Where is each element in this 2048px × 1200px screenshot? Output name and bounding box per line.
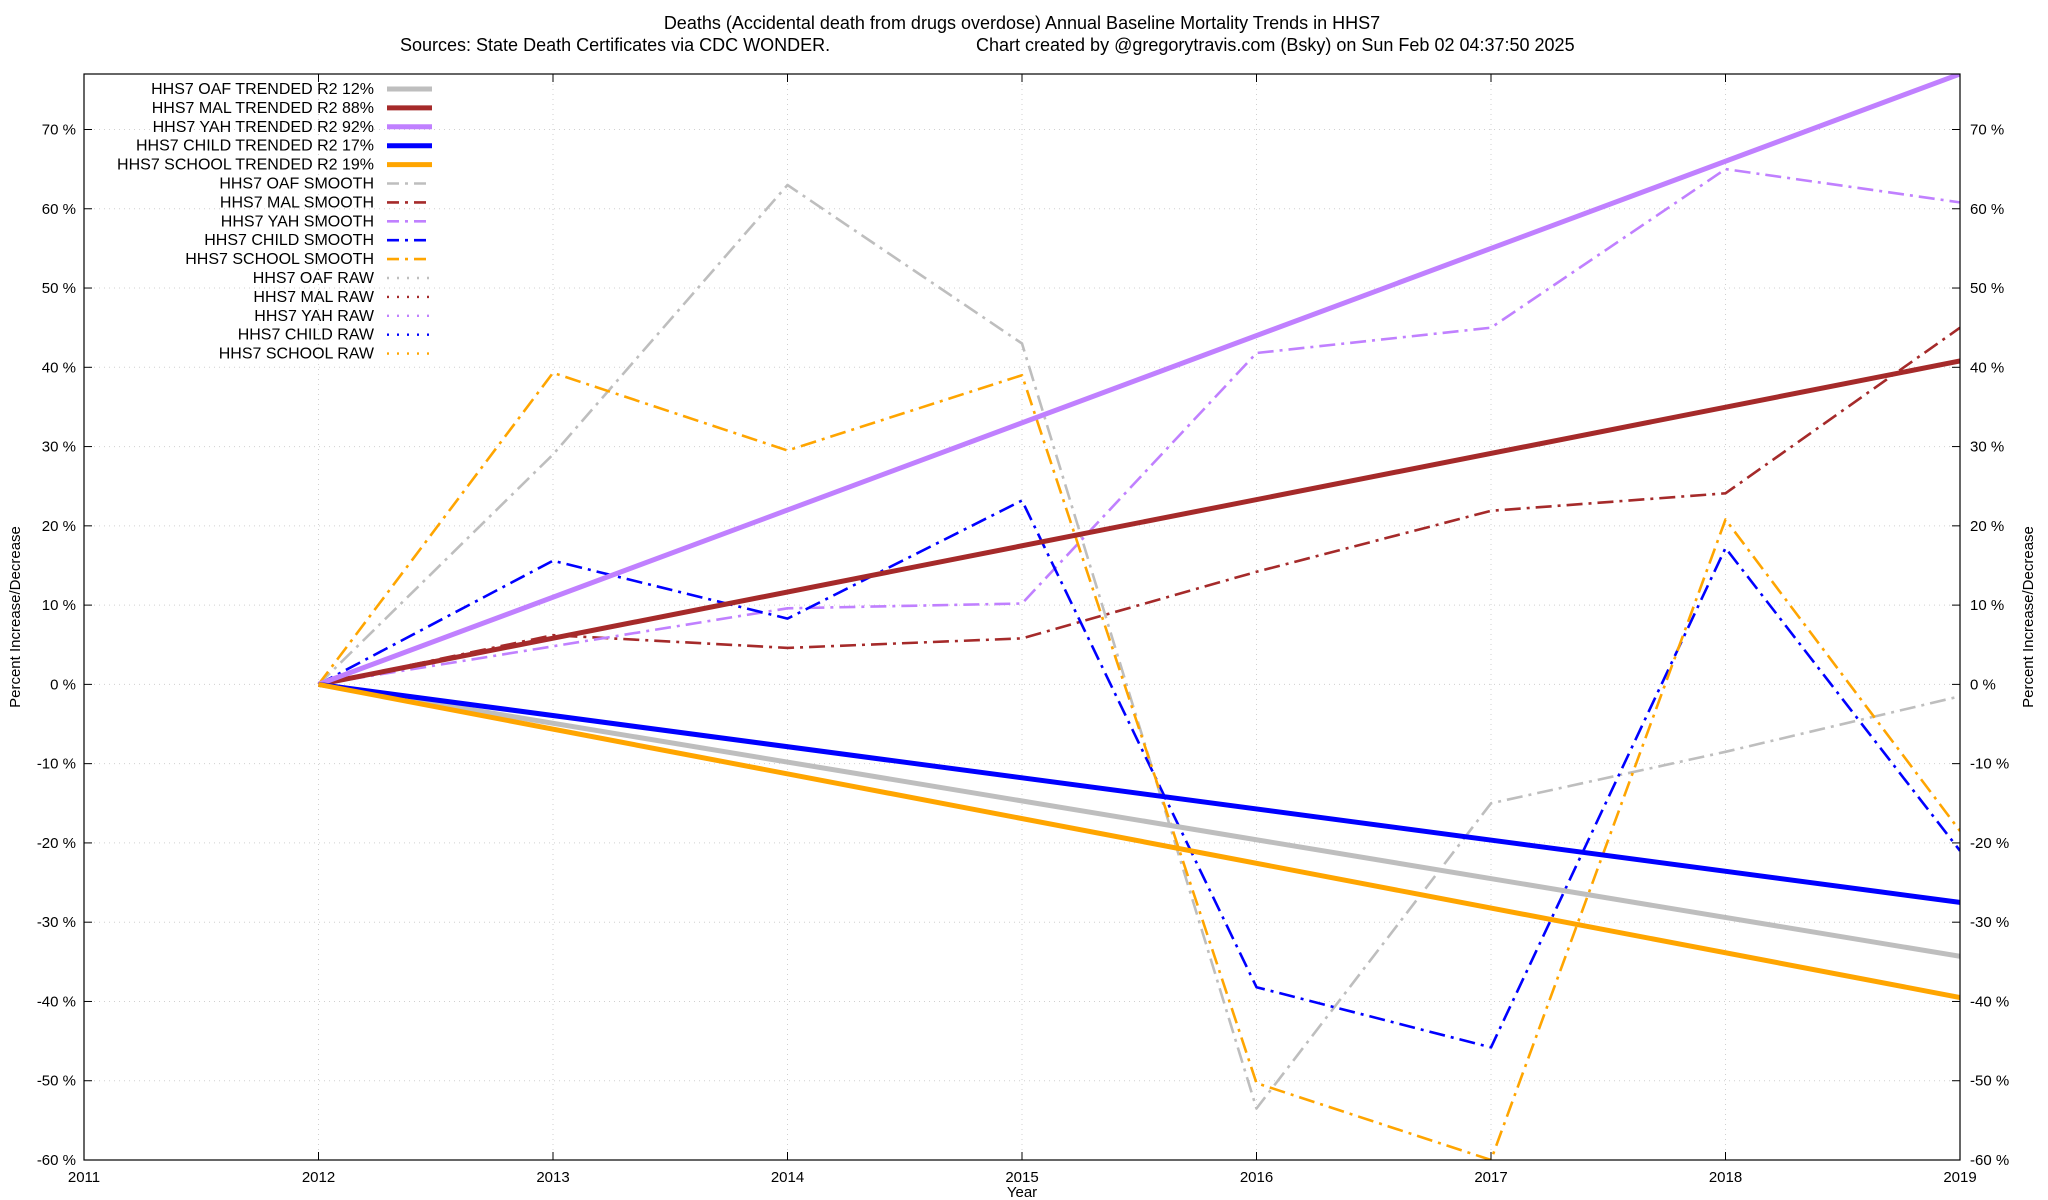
x-tick-label: 2015 <box>1005 1169 1038 1186</box>
y-tick-label-left: 60 % <box>42 201 76 218</box>
legend-label: HHS7 SCHOOL SMOOTH <box>185 251 374 268</box>
y-tick-label-right: -40 % <box>1970 993 2009 1010</box>
series-line-school-smooth <box>317 371 1960 1160</box>
y-tick-label-left: -20 % <box>37 835 76 852</box>
y-tick-label-left: 0 % <box>50 676 76 693</box>
legend-label: HHS7 MAL RAW <box>253 289 375 306</box>
legend-label: HHS7 CHILD RAW <box>238 327 375 344</box>
y-tick-label-right: 50 % <box>1970 280 2004 297</box>
y-tick-label-left: 30 % <box>42 439 76 456</box>
series-line-oaf-smooth <box>317 183 1960 1110</box>
y-tick-label-right: 30 % <box>1970 439 2004 456</box>
y-tick-label-right: 10 % <box>1970 597 2004 614</box>
legend-label: HHS7 MAL TRENDED R2 88% <box>152 100 374 117</box>
legend-label: HHS7 SCHOOL RAW <box>219 346 375 363</box>
x-tick-label: 2018 <box>1709 1169 1742 1186</box>
y-tick-label-right: 0 % <box>1970 676 1996 693</box>
chart-title: Deaths (Accidental death from drugs over… <box>664 13 1380 33</box>
plot-area <box>317 74 1960 1160</box>
x-tick-label: 2019 <box>1943 1169 1976 1186</box>
legend-label: HHS7 CHILD TRENDED R2 17% <box>136 138 374 155</box>
y-tick-label-left: -30 % <box>37 914 76 931</box>
x-tick-label: 2011 <box>68 1169 100 1186</box>
y-tick-label-right: -20 % <box>1970 835 2009 852</box>
chart-subtitle-sources: Sources: State Death Certificates via CD… <box>400 35 830 55</box>
series-line-mal-trend <box>318 358 1960 687</box>
series-line-yah-smooth <box>318 167 1960 686</box>
y-tick-label-left: 20 % <box>42 518 76 535</box>
series-line-child-smooth <box>317 499 1960 1049</box>
y-tick-label-left: -50 % <box>37 1073 76 1090</box>
chart-subtitle-credit: Chart created by @gregorytravis.com (Bsk… <box>976 35 1575 55</box>
x-tick-label: 2014 <box>771 1169 804 1186</box>
legend-label: HHS7 CHILD SMOOTH <box>204 232 374 249</box>
x-axis-label: Year <box>1007 1184 1037 1200</box>
legend: HHS7 OAF TRENDED R2 12% HHS7 MAL TRENDED … <box>117 81 432 363</box>
x-tick-label: 2013 <box>536 1169 569 1186</box>
y-tick-label-left: 40 % <box>42 359 76 376</box>
x-tick-label: 2016 <box>1240 1169 1273 1186</box>
y-tick-label-left: -60 % <box>37 1152 76 1169</box>
y-tick-label-left: -10 % <box>37 756 76 773</box>
x-tick-label: 2017 <box>1474 1169 1507 1186</box>
y-tick-label-right: -60 % <box>1970 1152 2009 1169</box>
y-tick-label-left: 70 % <box>42 121 76 138</box>
y-tick-label-right: -30 % <box>1970 914 2009 931</box>
legend-label: HHS7 YAH RAW <box>254 308 375 325</box>
y-tick-label-right: 60 % <box>1970 201 2004 218</box>
x-tick-label: 2012 <box>302 1169 335 1186</box>
y-tick-label-right: -50 % <box>1970 1073 2009 1090</box>
axes: 2011 2012 2013 2014 2015 2016 2017 2018 2019-60 … <box>37 74 2009 1186</box>
legend-label: HHS7 OAF SMOOTH <box>219 176 374 193</box>
y-axis-label-left: Percent Increase/Decrease <box>7 526 24 708</box>
series-line-oaf-trend <box>318 681 1960 959</box>
legend-label: HHS7 YAH SMOOTH <box>221 213 374 230</box>
legend-label: HHS7 OAF TRENDED R2 12% <box>151 81 374 98</box>
series-line-yah-trend <box>317 74 1960 687</box>
y-tick-label-left: -40 % <box>37 993 76 1010</box>
series-line-child-trend <box>318 681 1960 905</box>
legend-label: HHS7 YAH TRENDED R2 92% <box>153 119 374 136</box>
y-tick-label-right: 40 % <box>1970 359 2004 376</box>
y-tick-label-left: 50 % <box>42 280 76 297</box>
legend-label: HHS7 MAL SMOOTH <box>220 194 374 211</box>
y-axis-label-right: Percent Increase/Decrease <box>2020 526 2037 708</box>
y-tick-label-right: 20 % <box>1970 518 2004 535</box>
y-tick-label-right: 70 % <box>1970 121 2004 138</box>
legend-label: HHS7 SCHOOL TRENDED R2 19% <box>117 157 374 174</box>
legend-label: HHS7 OAF RAW <box>253 270 375 287</box>
y-tick-label-right: -10 % <box>1970 756 2009 773</box>
series-line-school-trend <box>318 681 1960 1000</box>
y-tick-label-left: 10 % <box>42 597 76 614</box>
